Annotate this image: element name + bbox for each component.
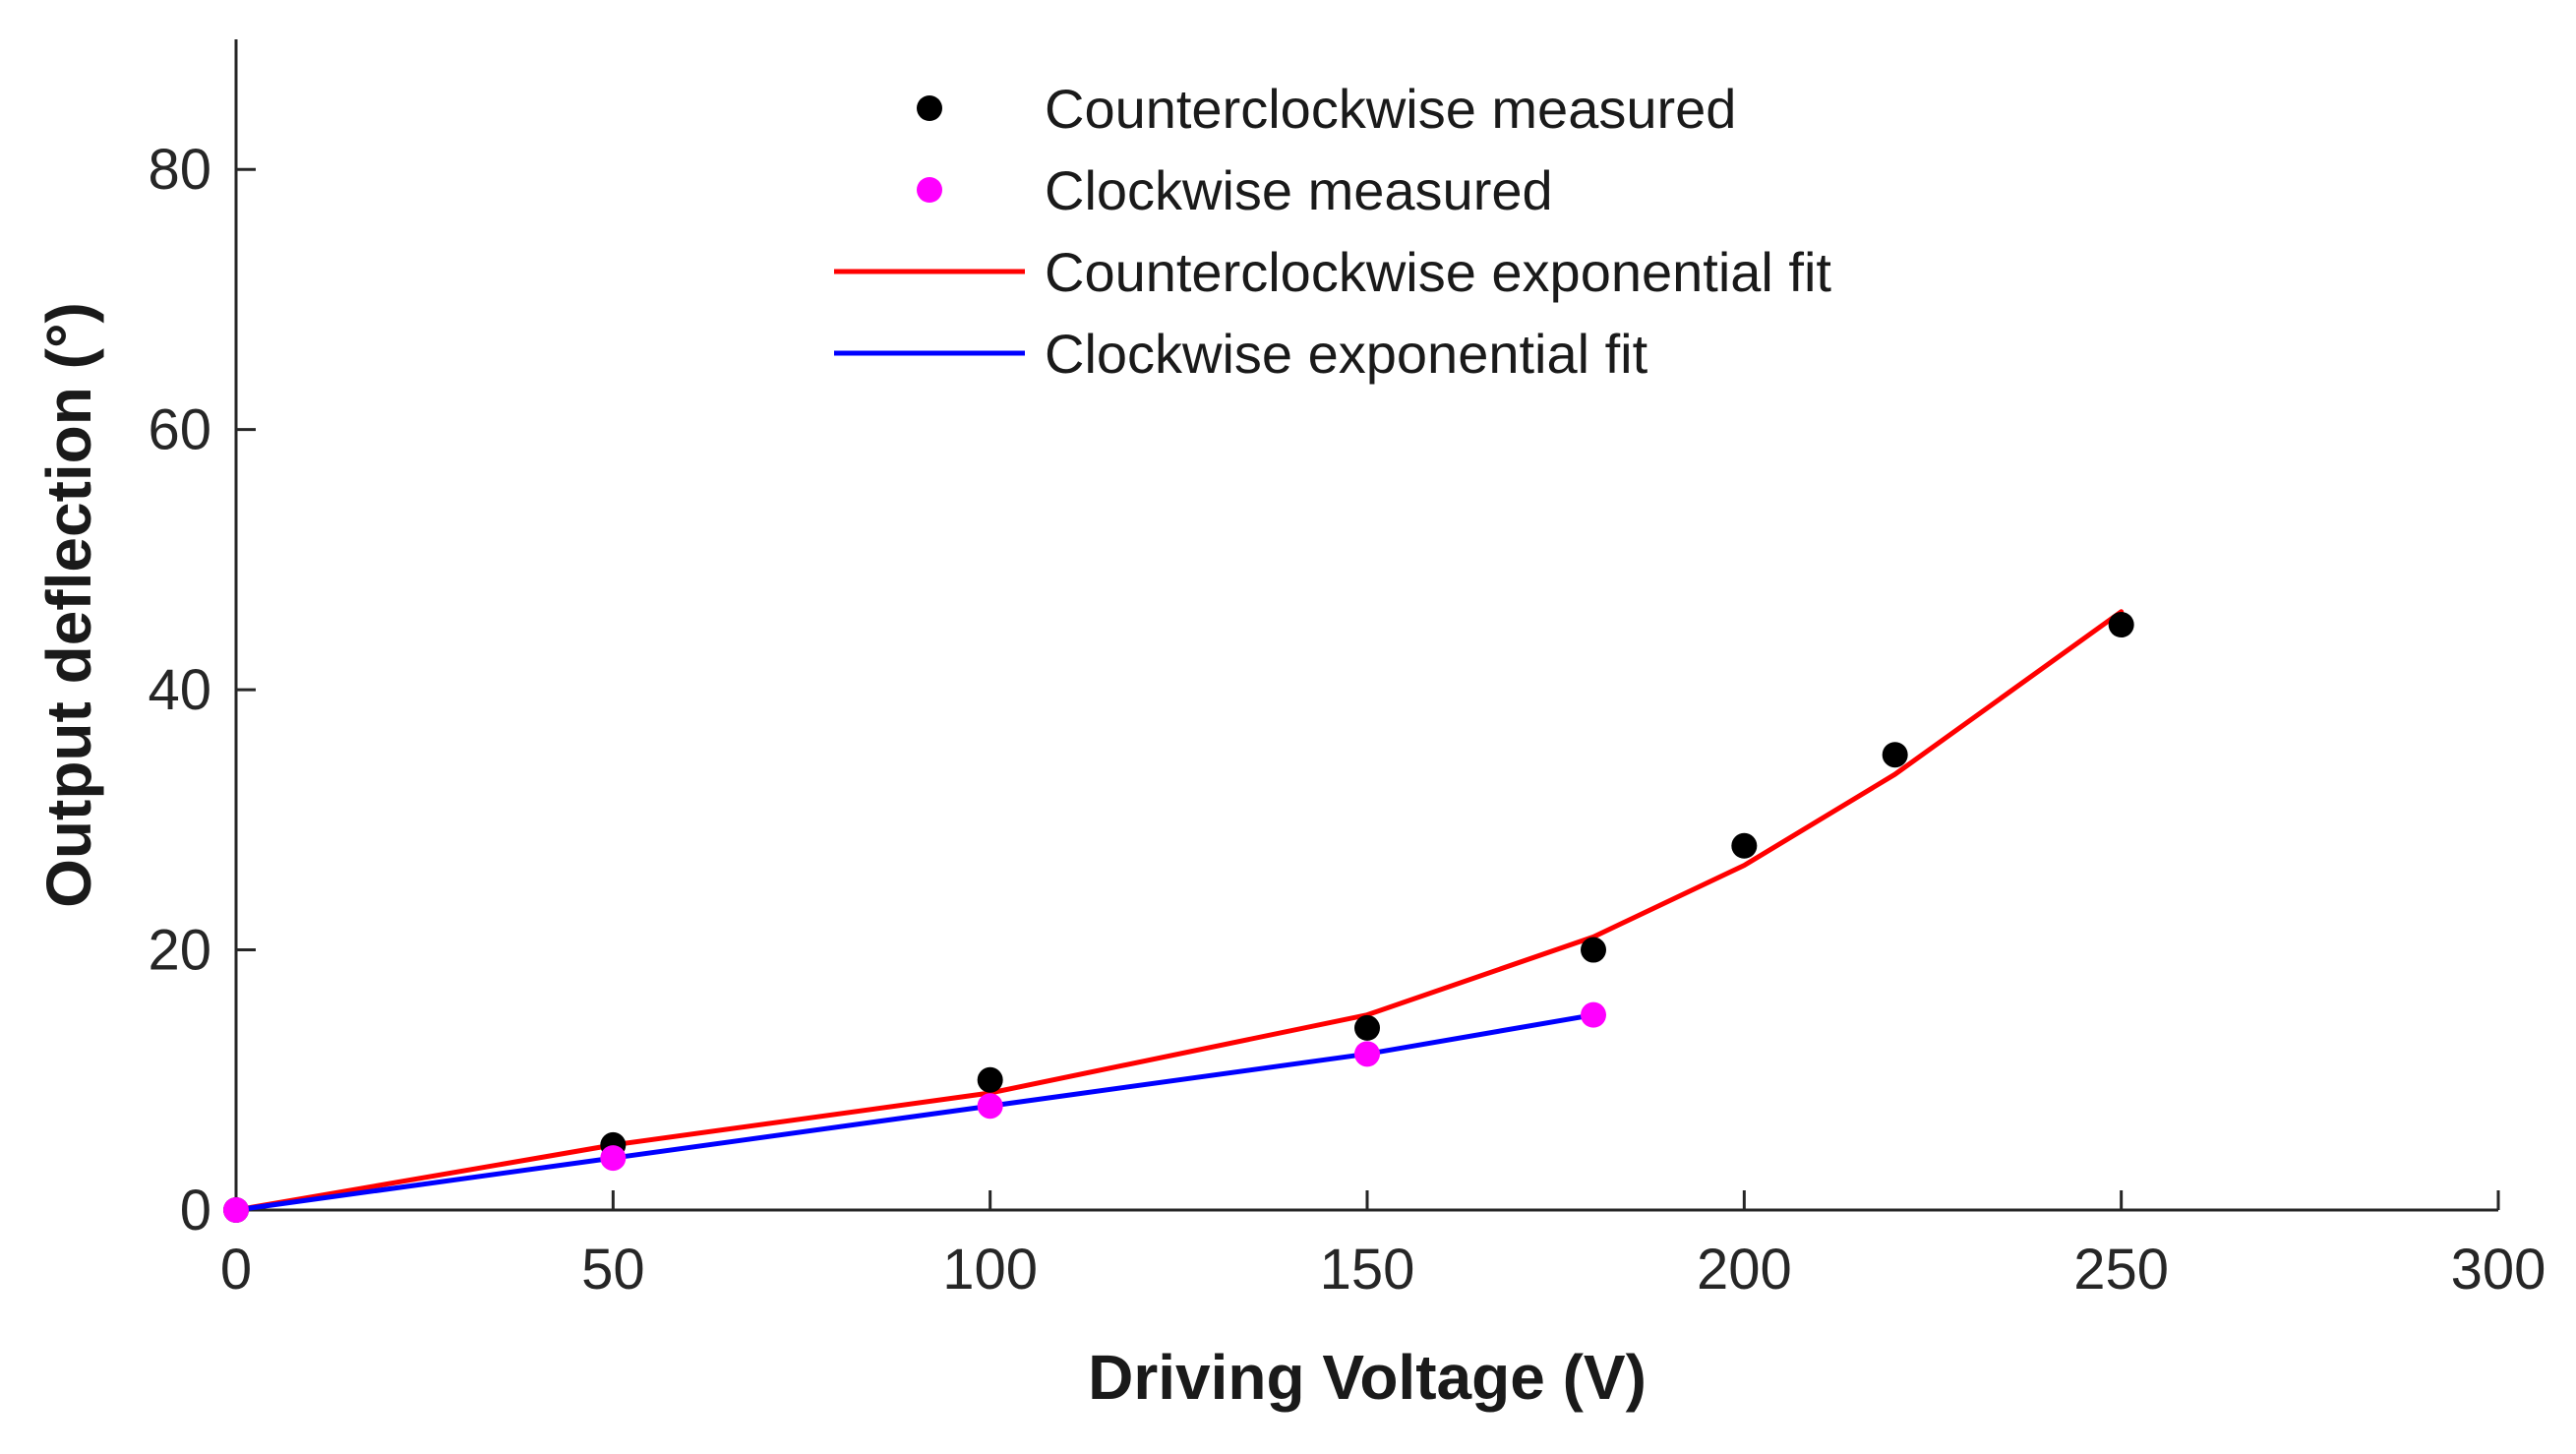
x-tick-label: 50 <box>581 1238 645 1302</box>
y-tick-label: 40 <box>148 658 211 722</box>
legend: Counterclockwise measured Clockwise measu… <box>834 78 1831 385</box>
legend-marker <box>917 177 942 203</box>
x-tick-label: 150 <box>1320 1238 1415 1302</box>
y-tick-label: 0 <box>180 1179 211 1242</box>
data-point <box>1581 937 1606 963</box>
data-point <box>1731 832 1758 859</box>
legend-marker <box>917 95 942 121</box>
series-markers <box>223 612 2134 1223</box>
legend-label: Counterclockwise measured <box>1045 78 1736 140</box>
data-point <box>1581 1001 1606 1028</box>
legend-label: Clockwise measured <box>1045 159 1553 221</box>
data-point <box>223 1197 249 1223</box>
y-tick-label: 80 <box>148 138 211 202</box>
x-tick-label: 250 <box>2073 1238 2169 1302</box>
y-tick-label: 60 <box>148 398 211 462</box>
x-axis-title: Driving Voltage (V) <box>1088 1342 1647 1413</box>
x-tick-label: 100 <box>942 1238 1038 1302</box>
x-tick-label: 200 <box>1697 1238 1792 1302</box>
x-tick-label: 0 <box>220 1238 252 1302</box>
data-point <box>1354 1014 1380 1041</box>
data-point <box>600 1145 627 1172</box>
data-point <box>2108 612 2134 637</box>
data-point <box>1882 742 1908 768</box>
legend-label: Counterclockwise exponential fit <box>1045 241 1831 303</box>
y-axis-title: Output deflection (°) <box>33 302 104 908</box>
data-point <box>977 1093 1003 1120</box>
y-tick-label: 20 <box>148 919 211 983</box>
axis-ticks: 0 50 100 150 200 250 300 0 20 40 60 80 <box>148 138 2546 1302</box>
legend-label: Clockwise exponential fit <box>1045 323 1648 385</box>
data-point <box>977 1066 1003 1093</box>
x-tick-label: 300 <box>2451 1238 2546 1302</box>
series-line <box>233 609 2125 1213</box>
data-point <box>1354 1041 1380 1067</box>
